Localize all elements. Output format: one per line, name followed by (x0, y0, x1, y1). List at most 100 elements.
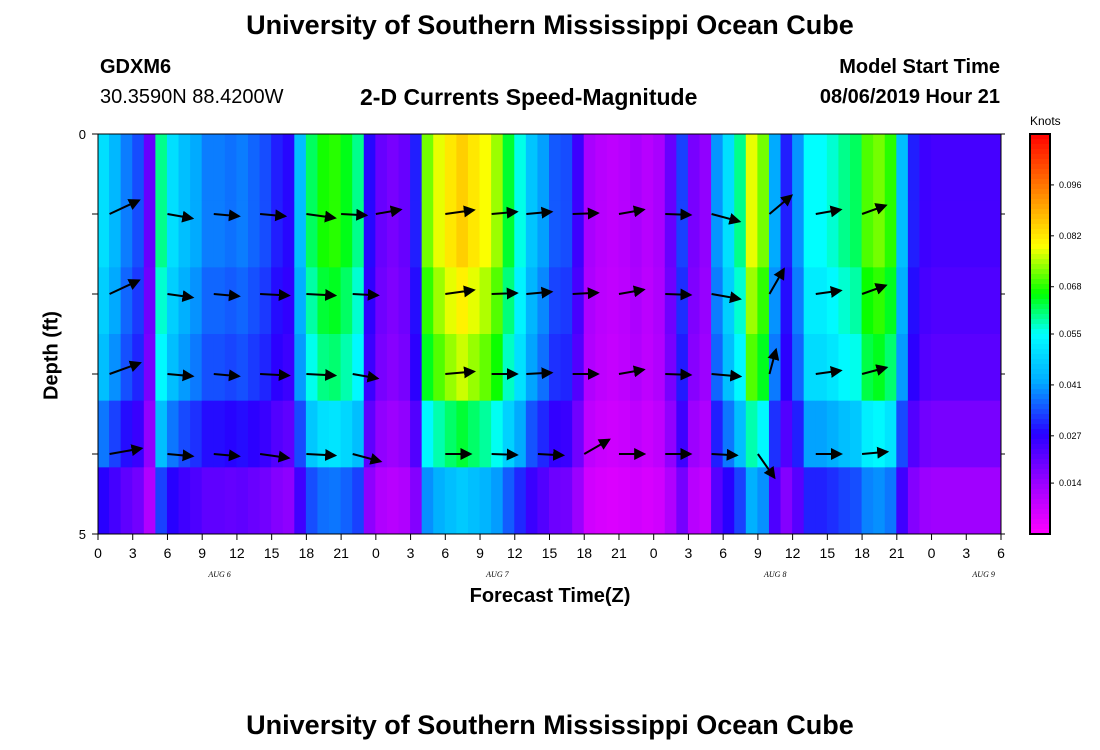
current-vector (618, 365, 646, 378)
heatmap-cell (919, 267, 933, 335)
current-vector (259, 450, 291, 463)
heatmap-cell (780, 400, 794, 468)
colorbar-swatch (1030, 514, 1050, 520)
colorbar-swatch (1030, 494, 1050, 500)
heatmap-cell (549, 467, 562, 535)
colorbar-swatch (1030, 319, 1050, 325)
heatmap-cell (826, 400, 840, 468)
heatmap-cell (873, 267, 886, 335)
heatmap-cell (618, 334, 632, 402)
heatmap-cell (722, 267, 736, 335)
current-vector (445, 285, 476, 298)
heatmap-cell (467, 334, 481, 402)
current-vector (259, 209, 288, 222)
heatmap-cell (630, 334, 643, 402)
x-tick-label: 21 (333, 545, 349, 561)
heatmap-cell (699, 134, 713, 202)
heatmap-cell (236, 400, 249, 468)
x-tick-label: 3 (685, 545, 693, 561)
current-vector (167, 449, 195, 462)
heatmap-cell (491, 267, 504, 335)
heatmap-cell (606, 267, 620, 335)
heatmap-cell (433, 267, 446, 335)
heatmap-cell (861, 467, 875, 535)
heatmap-cell (467, 134, 481, 202)
current-vector (260, 368, 291, 381)
current-vector (618, 205, 646, 218)
x-tick-label: 6 (719, 545, 727, 561)
heatmap-cell (699, 200, 713, 268)
heatmap-cell (653, 200, 666, 268)
current-vector (537, 448, 566, 461)
heatmap-cell (838, 134, 851, 202)
heatmap-cell (502, 400, 516, 468)
colorbar-swatch (1030, 154, 1050, 160)
heatmap-cell (838, 334, 851, 402)
heatmap-cell (572, 467, 585, 535)
heatmap-cell (491, 200, 504, 268)
heatmap-cell (178, 334, 192, 402)
heatmap-cell (525, 400, 539, 468)
date-label: AUG 9 (971, 570, 994, 579)
colorbar-swatch (1030, 374, 1050, 380)
current-vector (861, 446, 890, 459)
heatmap-cell (305, 200, 319, 268)
heatmap-cell (201, 267, 215, 335)
heatmap-cell (502, 334, 516, 402)
heatmap-cell (803, 200, 817, 268)
heatmap-cell (352, 334, 365, 402)
heatmap-cell (572, 400, 585, 468)
colorbar-swatch (1030, 189, 1050, 195)
colorbar-swatch (1030, 399, 1050, 405)
heatmap-cell (757, 267, 770, 335)
heatmap-cell (850, 134, 863, 202)
heatmap-cell (745, 200, 759, 268)
current-vector (526, 206, 554, 219)
heatmap-cell (282, 267, 296, 335)
heatmap-cell (768, 267, 782, 335)
heatmap-cell (606, 200, 620, 268)
heatmap-cell (664, 467, 678, 535)
heatmap-cell (687, 134, 701, 202)
heatmap-cell (768, 200, 782, 268)
heatmap-cell (826, 267, 840, 335)
heatmap-cell (456, 267, 469, 335)
heatmap-cell (190, 467, 203, 535)
colorbar-swatch (1030, 224, 1050, 230)
heatmap-cell (502, 267, 516, 335)
heatmap-cell (537, 400, 550, 468)
heatmap-cell (583, 334, 597, 402)
heatmap-cell (595, 134, 608, 202)
heatmap-cell (757, 467, 770, 535)
heatmap-cell (236, 467, 249, 535)
heatmap-cell (560, 134, 574, 202)
heatmap-cell (838, 467, 851, 535)
colorbar: 0.096 0.082 0.068 0.055 0.041 0.027 0.014 (1029, 133, 1082, 535)
colorbar-label: Knots (1030, 114, 1061, 128)
colorbar-swatch (1030, 264, 1050, 270)
heatmap-cell (421, 400, 435, 468)
heatmap-cell (444, 334, 458, 402)
heatmap-cell (259, 200, 273, 268)
colorbar-swatch (1030, 479, 1050, 485)
heatmap-cell (861, 200, 875, 268)
colorbar-swatch (1030, 424, 1050, 430)
colorbar-swatch (1030, 379, 1050, 385)
heatmap-cell (572, 267, 585, 335)
heatmap-cell (143, 400, 157, 468)
heatmap-cell (363, 334, 377, 402)
heatmap-cell (815, 334, 828, 402)
heatmap-cell (213, 334, 226, 402)
colorbar-tick-label: 0.027 (1059, 431, 1082, 441)
heatmap-cell (479, 334, 493, 402)
heatmap-cell (711, 400, 724, 468)
colorbar-swatch (1030, 499, 1050, 505)
current-vector (445, 205, 476, 218)
heatmap-cell (792, 267, 805, 335)
current-vector (306, 210, 337, 223)
heatmap-cell (826, 334, 840, 402)
heatmap-cell (734, 334, 747, 402)
heatmap-cell (224, 467, 238, 535)
current-vector (711, 448, 739, 461)
colorbar-swatch (1030, 279, 1050, 285)
